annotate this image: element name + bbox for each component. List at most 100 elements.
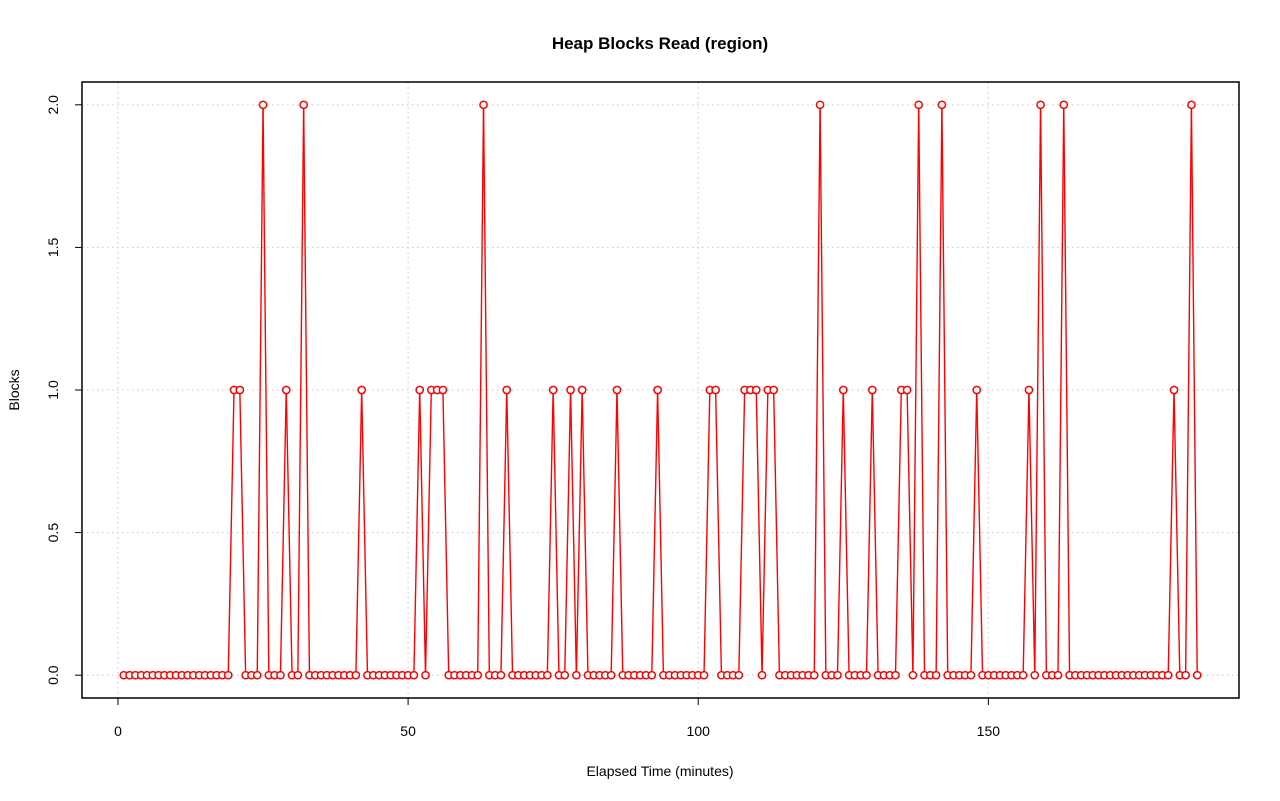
series-segment (871, 393, 879, 672)
data-point (1024, 385, 1034, 395)
series-segment (906, 393, 914, 672)
data-point (902, 385, 912, 395)
data-point (560, 670, 570, 680)
data-point (1169, 385, 1179, 395)
series-segment (256, 108, 264, 672)
series-segment (506, 393, 514, 672)
data-point (1030, 670, 1040, 680)
series-segment (976, 393, 984, 672)
x-tick-label: 0 (114, 723, 122, 739)
data-point (479, 100, 488, 110)
chart-title: Heap Blocks Read (region) (552, 34, 768, 53)
series-segment (941, 108, 949, 672)
series-segment (1022, 393, 1030, 672)
series-segment (1034, 108, 1042, 672)
data-point (438, 385, 448, 395)
series-segment (616, 393, 624, 672)
series-segment (918, 108, 926, 672)
series (227, 108, 1198, 672)
data-point (1192, 670, 1202, 680)
data-point (473, 670, 483, 680)
y-tick-label: 2.0 (45, 95, 61, 115)
data-point (566, 385, 575, 395)
data-point (711, 385, 720, 395)
data-point (1018, 670, 1028, 680)
series-segment (970, 393, 978, 672)
data-point (838, 385, 848, 395)
data-point (258, 100, 268, 110)
data-point (543, 670, 552, 680)
series-segment (419, 393, 427, 672)
y-tick-label: 0.5 (45, 523, 61, 543)
x-tick-label: 150 (977, 723, 1001, 739)
data-point (769, 385, 778, 395)
data-point (815, 100, 825, 110)
data-point (653, 385, 662, 395)
data-point (235, 385, 245, 395)
data-point (223, 670, 233, 680)
data-point (415, 385, 425, 395)
series-segment (610, 393, 618, 672)
data-point (751, 385, 761, 395)
data-point (914, 100, 924, 110)
data-point (891, 670, 900, 680)
x-axis-label: Elapsed Time (minutes) (586, 763, 733, 779)
series-segment (738, 393, 746, 672)
series-segment (442, 393, 450, 672)
series-segment (581, 393, 589, 672)
series-segment (477, 108, 485, 672)
data-point (833, 670, 842, 680)
series-segment (1057, 108, 1065, 672)
x-tick-label: 50 (400, 723, 416, 739)
series-segment (894, 393, 902, 672)
series-segment (1167, 393, 1175, 672)
series-segment (302, 108, 311, 672)
y-axis-label: Blocks (6, 369, 22, 410)
series-segment (355, 393, 363, 672)
series-segment (651, 393, 659, 672)
data-point (647, 670, 657, 680)
data-point (1163, 670, 1173, 680)
data-point (1059, 100, 1069, 110)
data-point (937, 100, 947, 110)
data-point (1053, 670, 1063, 680)
data-point (502, 385, 512, 395)
series-segment (714, 393, 723, 672)
series-segment (413, 393, 421, 672)
y-tick-label: 1.0 (45, 380, 61, 400)
series-segment (575, 393, 583, 672)
data-point (1181, 670, 1190, 680)
series-segment (552, 393, 560, 672)
series-segment (773, 393, 781, 672)
series-segment (297, 108, 305, 672)
data-point (612, 385, 622, 395)
series-segment (656, 393, 665, 672)
series-segment (1173, 393, 1181, 672)
series-segment (285, 393, 293, 672)
data-point (293, 670, 303, 680)
data-point (572, 670, 581, 680)
data-point (606, 670, 616, 680)
data-point (966, 670, 976, 680)
series-segment (935, 108, 943, 672)
series-segment (482, 108, 490, 672)
data-point (734, 670, 744, 680)
series-segment (239, 393, 247, 672)
series-segment (865, 393, 873, 672)
y-tick-label: 0.0 (45, 665, 61, 685)
series-segment (262, 108, 270, 672)
data-point (1036, 100, 1045, 110)
series-segment (703, 393, 711, 672)
series-segment (842, 393, 850, 672)
x-axis: 0 50 100 150 (114, 698, 1000, 739)
series-segment (912, 108, 920, 672)
series-segment (564, 393, 572, 672)
data-point (867, 385, 877, 395)
data-points (119, 100, 1202, 680)
data-point (252, 670, 262, 680)
series-segment (761, 393, 769, 672)
data-point (1187, 100, 1196, 110)
data-point (577, 385, 587, 395)
data-point (757, 670, 767, 680)
